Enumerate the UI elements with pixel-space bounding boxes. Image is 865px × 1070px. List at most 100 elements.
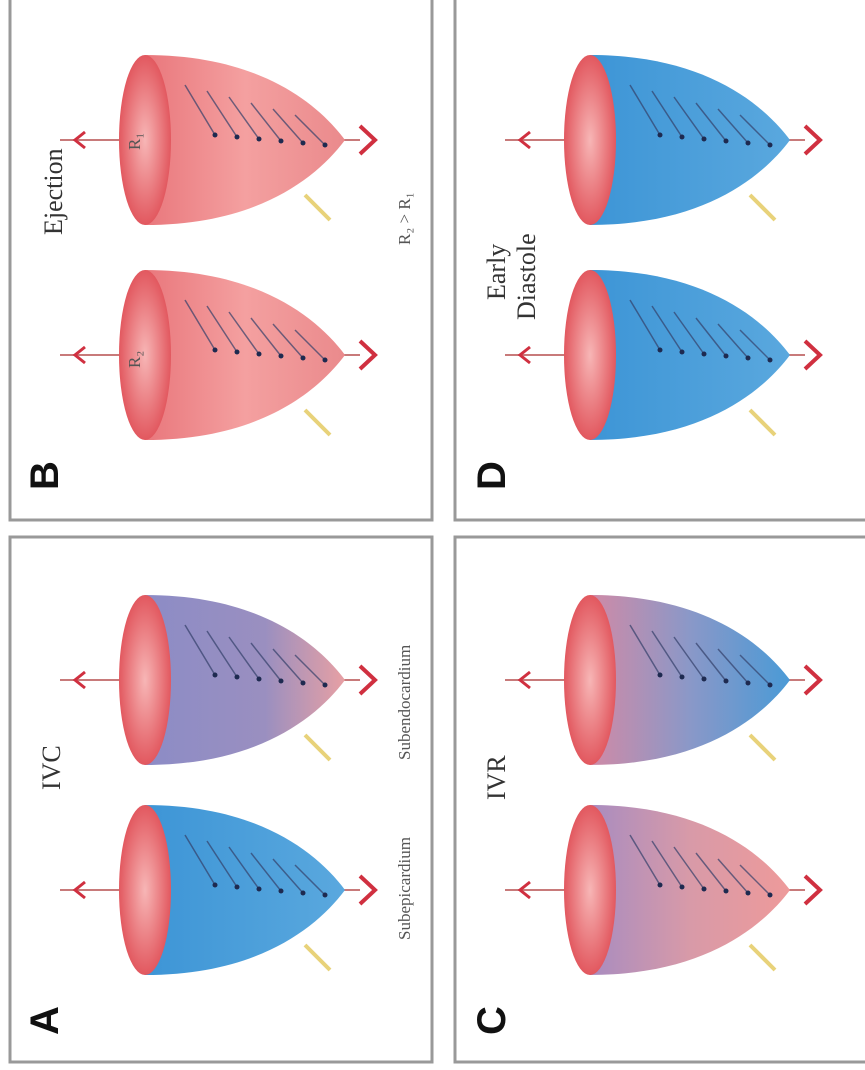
fiber [184,84,216,136]
fiber [651,630,683,678]
fiber [739,864,771,896]
fiber [272,858,304,894]
fiber-arrow [767,357,773,363]
caption: Subepicardium [395,837,414,940]
fiber [294,654,326,686]
fiber-arrow [322,682,328,688]
fiber [228,311,260,355]
fiber-arrow [234,134,240,140]
fiber-arrow [256,351,262,357]
fiber-arrow [745,680,751,686]
ventricle-base [119,805,171,975]
fiber [629,624,661,676]
fiber-arrow [701,351,707,357]
panel-borders [8,0,865,1064]
fiber [695,642,727,682]
fiber [739,329,771,361]
rotation-arrow [72,880,86,900]
fiber [673,311,705,355]
apex-pointer [748,408,777,437]
fiber-arrow [723,678,729,684]
fiber [739,654,771,686]
fiber [695,102,727,142]
rotation-arrow [803,664,823,696]
rotation-arrow [803,339,823,371]
fiber-arrow [278,353,284,359]
fiber-arrow [256,676,262,682]
rotation-arrow [517,670,531,690]
panel-title: Early [482,244,511,300]
fiber-arrow [212,132,218,138]
ventricle-base [564,595,616,765]
cone-label: R₂ [125,351,144,368]
rotation-arrow [517,880,531,900]
fiber-arrow [234,674,240,680]
fiber-arrow [701,136,707,142]
ventricle [590,595,790,765]
fiber [272,648,304,684]
ventricle [590,55,790,225]
fiber [184,834,216,886]
rotation-arrow [72,345,86,365]
panel-label: B [23,461,67,490]
fiber-arrow [745,355,751,361]
fiber-arrow [723,138,729,144]
panel-title: IVC [37,745,66,790]
fiber [739,114,771,146]
ventricle-base [564,805,616,975]
fiber [206,630,238,678]
rotation-arrow [72,130,86,150]
fiber-arrow [256,886,262,892]
fiber-arrow [212,672,218,678]
fiber [651,840,683,888]
apex-pointer [303,943,332,972]
fiber [250,317,282,357]
ventricle [145,270,345,440]
rotation-arrow [358,874,378,906]
fiber [250,642,282,682]
fiber-arrow [322,357,328,363]
panel-label: D [470,461,514,490]
rotation-arrow [803,124,823,156]
fiber-arrow [657,882,663,888]
panel-title: Diastole [512,233,541,320]
fiber [228,96,260,140]
apex-pointer [748,193,777,222]
fiber-arrow [745,890,751,896]
fiber [629,299,661,351]
fiber [651,305,683,353]
ventricle [590,270,790,440]
fiber-arrow [657,672,663,678]
fiber [629,84,661,136]
fiber-arrow [657,132,663,138]
rotation-arrow [72,670,86,690]
cone-label: R₁ [125,133,144,150]
fiber-arrow [300,680,306,686]
fiber [294,114,326,146]
fiber [717,108,749,144]
fiber [206,840,238,888]
fiber [272,323,304,359]
fiber [673,636,705,680]
fiber-arrow [657,347,663,353]
panel-title: Ejection [39,148,68,235]
fiber [629,834,661,886]
panel-label: A [23,1006,67,1035]
fiber-arrow [723,353,729,359]
fiber [250,852,282,892]
fiber [695,852,727,892]
fiber-arrow [322,892,328,898]
fiber [206,90,238,138]
fiber-arrow [234,349,240,355]
fiber [272,108,304,144]
ventricle [145,805,345,975]
fiber-arrow [256,136,262,142]
ventricle [145,595,345,765]
ventricle-base [564,270,616,440]
caption: R₂ > R₁ [395,192,414,245]
panel-title: IVR [482,755,511,800]
ventricles [60,55,823,975]
fiber-arrow [679,349,685,355]
fiber-arrow [278,888,284,894]
fiber-arrow [300,890,306,896]
